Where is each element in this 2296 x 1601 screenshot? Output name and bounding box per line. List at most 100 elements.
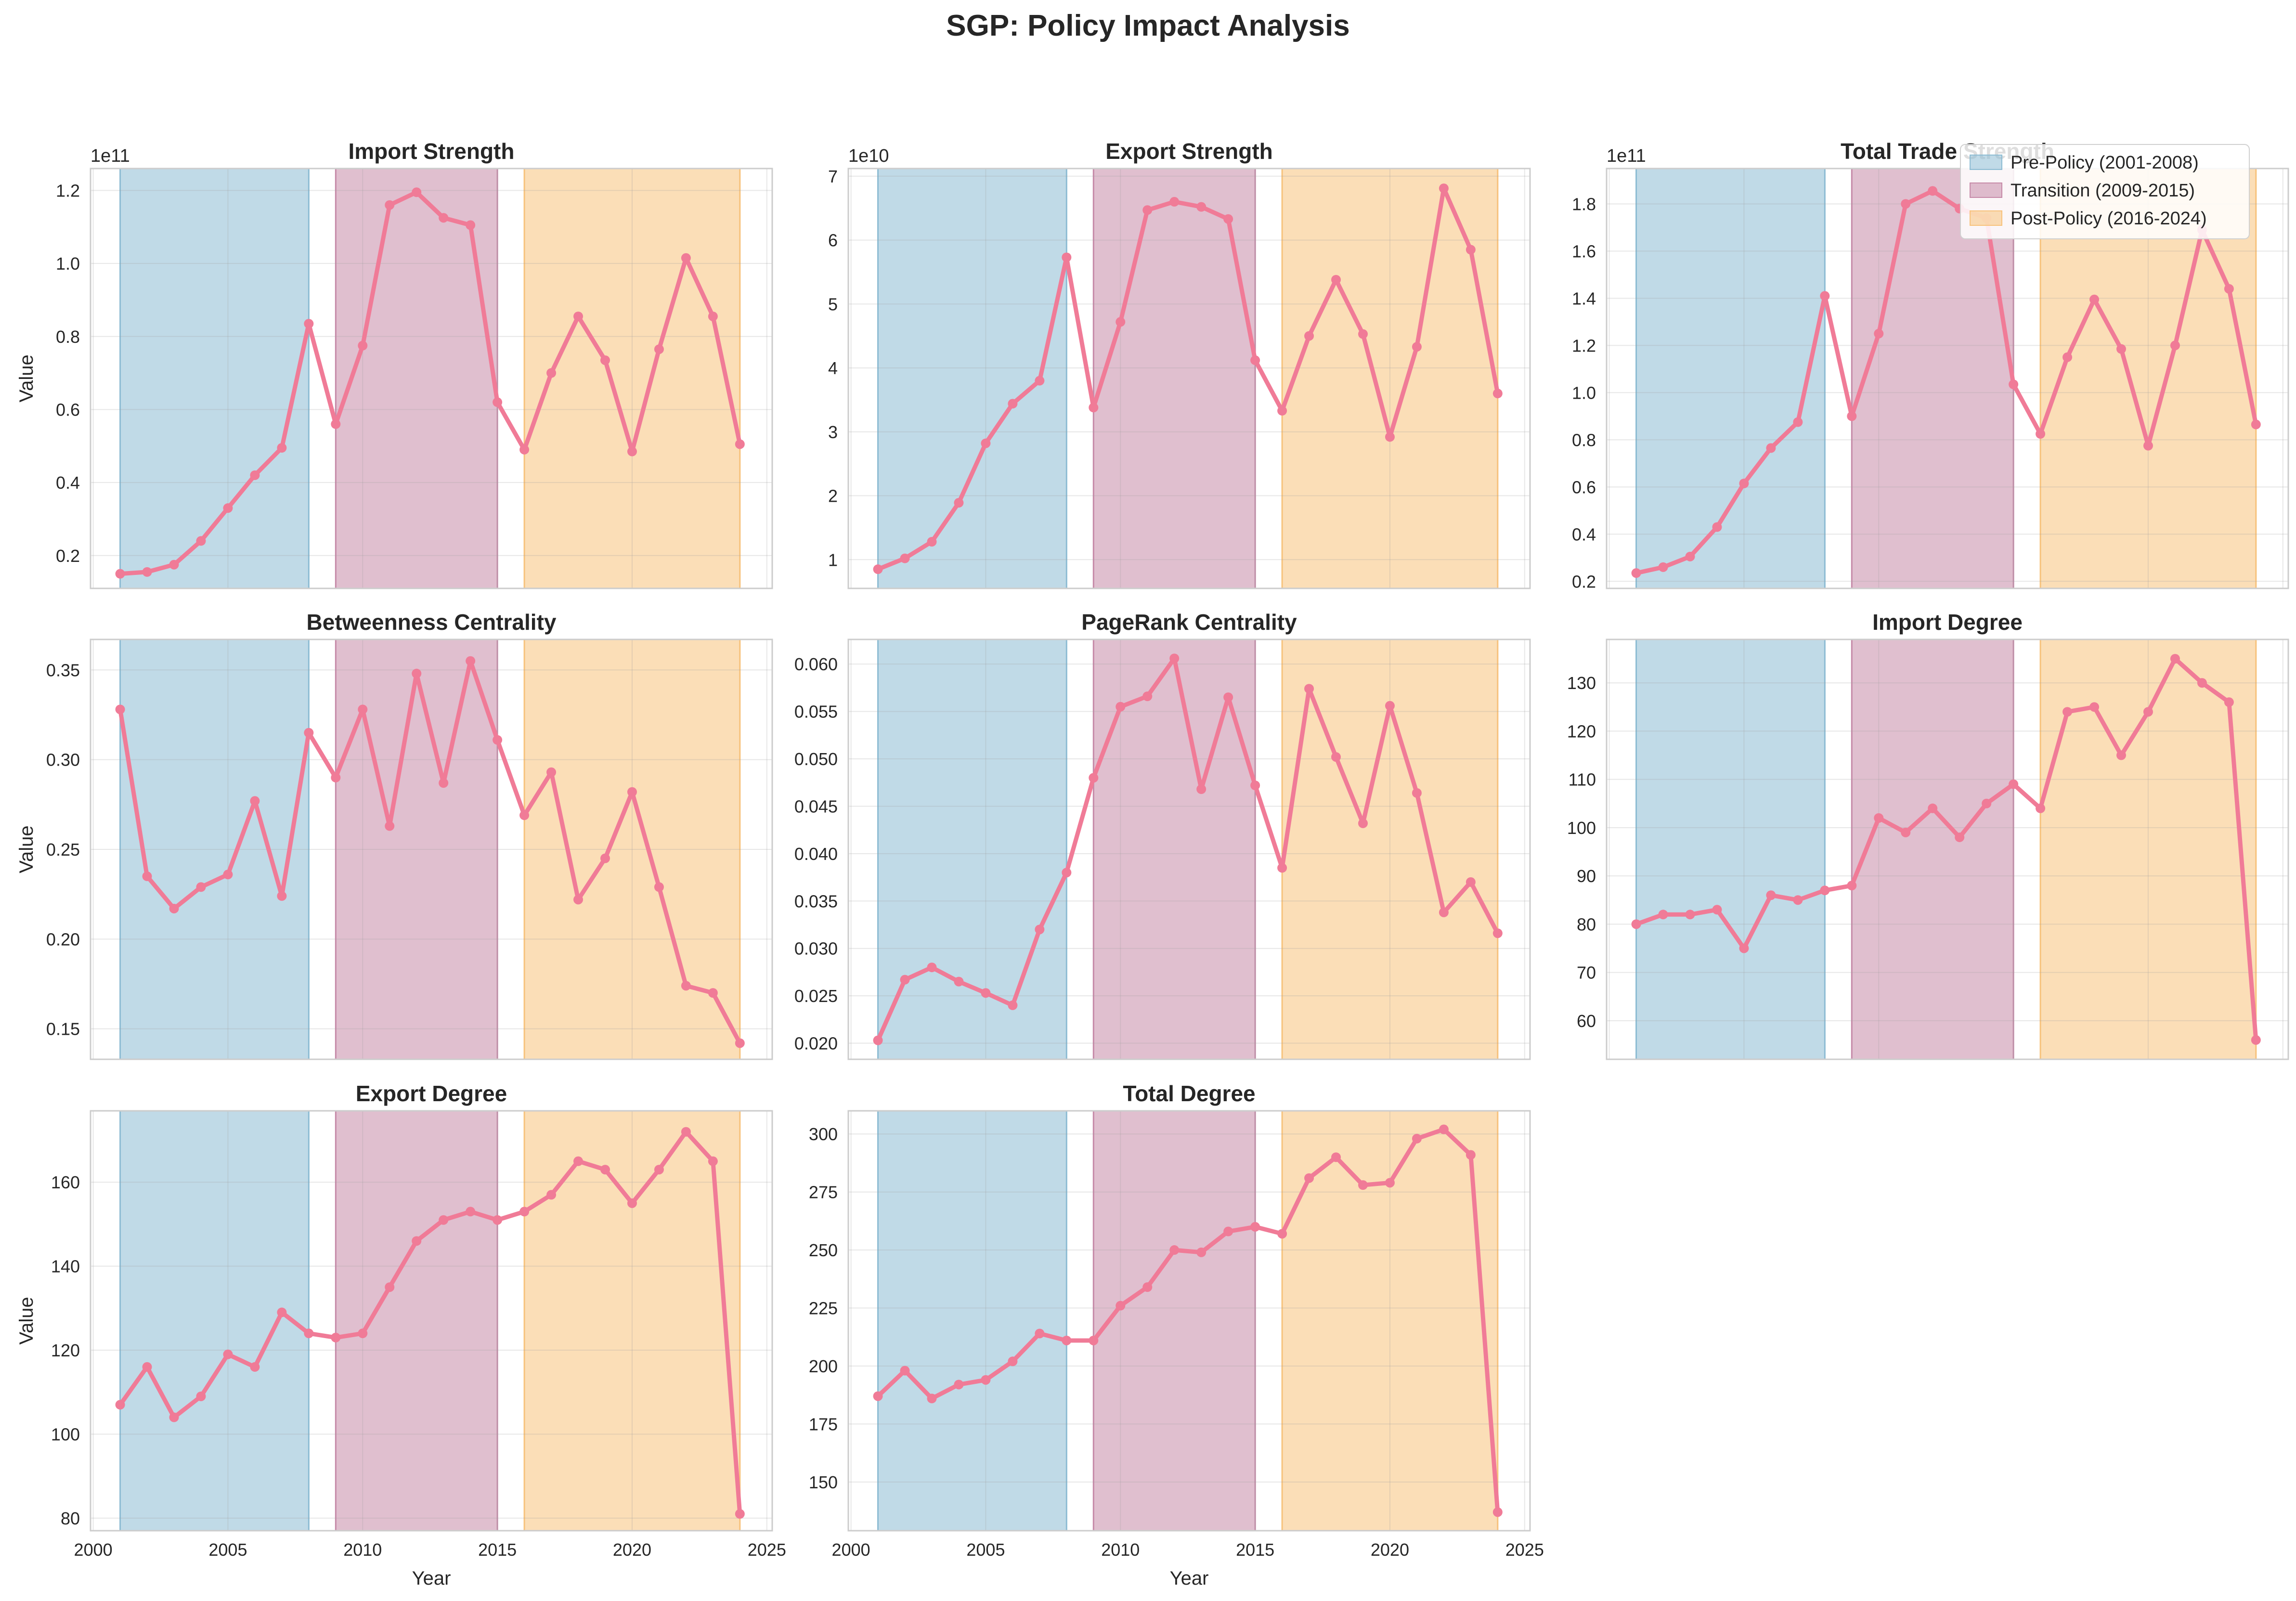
- data-point: [1685, 551, 1695, 561]
- xtick-label: 2005: [208, 1540, 247, 1560]
- legend-swatch-pre: [1970, 155, 2002, 170]
- legend-label-pre: Pre-Policy (2001-2008): [2011, 153, 2199, 173]
- xtick-label: 2000: [74, 1540, 113, 1560]
- ytick-label: 225: [809, 1299, 838, 1318]
- data-point: [1277, 1229, 1287, 1239]
- series-line: [876, 656, 1500, 1043]
- series-line: [118, 1130, 742, 1516]
- data-point: [1385, 701, 1395, 711]
- ytick-label: 0.055: [794, 702, 838, 722]
- xtick-label: 2005: [966, 1540, 1005, 1560]
- data-point: [546, 368, 557, 378]
- data-point: [358, 340, 368, 351]
- data-point: [1304, 331, 1314, 341]
- data-point: [873, 1391, 883, 1401]
- data-point: [546, 1190, 557, 1200]
- data-point: [2197, 678, 2207, 688]
- data-point: [1412, 342, 1422, 352]
- data-point: [1412, 1133, 1422, 1144]
- data-point: [304, 728, 314, 738]
- data-point: [954, 1380, 964, 1390]
- data-point: [981, 438, 991, 448]
- ytick-label: 0.2: [56, 546, 80, 566]
- ytick-label: 60: [1577, 1011, 1596, 1031]
- period-shade-pre: [1635, 638, 1826, 1060]
- data-point: [1358, 1180, 1368, 1190]
- data-point: [573, 1156, 584, 1166]
- data-point: [1062, 868, 1072, 878]
- data-point: [1492, 389, 1503, 399]
- ytick-label: 160: [51, 1172, 80, 1192]
- ytick-label: 250: [809, 1240, 838, 1260]
- data-point: [304, 319, 314, 329]
- data-point: [1223, 1226, 1233, 1237]
- data-point: [412, 668, 422, 678]
- data-point: [439, 1215, 449, 1225]
- data-point: [1739, 943, 1749, 953]
- legend: Pre-Policy (2001-2008) Transition (2009-2…: [1960, 144, 2250, 239]
- xtick-label: 2025: [748, 1540, 786, 1560]
- ytick-label: 0.15: [46, 1019, 80, 1039]
- data-point: [304, 1328, 314, 1339]
- data-point: [735, 439, 745, 449]
- series-line: [876, 186, 1500, 572]
- data-point: [2063, 352, 2073, 362]
- subplot-title: Total Degree: [1123, 1081, 1255, 1106]
- series-line: [118, 190, 742, 576]
- legend-swatch-transition: [1970, 182, 2002, 198]
- data-point: [493, 397, 503, 407]
- subplot-title: Import Strength: [349, 139, 515, 164]
- data-point: [1304, 1173, 1314, 1183]
- data-point: [385, 200, 395, 210]
- data-point: [250, 796, 260, 806]
- data-point: [358, 1328, 368, 1339]
- data-point: [1385, 432, 1395, 442]
- data-point: [735, 1038, 745, 1048]
- period-shade-pre: [877, 1110, 1067, 1532]
- subplot-title: PageRank Centrality: [1081, 610, 1297, 635]
- xtick-label: 2025: [1505, 1540, 1544, 1560]
- x-axis-label: Year: [1170, 1568, 1209, 1589]
- data-point: [331, 1332, 341, 1342]
- period-shade-post: [523, 168, 741, 589]
- xtick-label: 2020: [1371, 1540, 1409, 1560]
- data-point: [2009, 779, 2019, 789]
- ytick-label: 0.2: [1572, 572, 1596, 591]
- data-point: [439, 213, 449, 223]
- offset-label: 1e11: [1607, 146, 1646, 166]
- y-axis-label: Value: [16, 354, 37, 402]
- data-point: [2036, 429, 2046, 439]
- data-point: [708, 988, 718, 998]
- ytick-label: 1.2: [1572, 336, 1596, 355]
- data-point: [1793, 417, 1803, 427]
- data-point: [2143, 707, 2153, 717]
- subplot-title: Betweenness Centrality: [307, 610, 557, 635]
- x-axis-label: Year: [412, 1568, 451, 1589]
- subplot-8: 150 175 200 225 250 275 300 2000 2005 2010 2015 202…: [809, 1081, 1544, 1589]
- data-point: [169, 903, 179, 913]
- series-line: [1634, 656, 2258, 1042]
- data-point: [519, 1207, 530, 1217]
- ytick-label: 1.2: [56, 181, 80, 200]
- data-point: [142, 871, 152, 881]
- ytick-label: 0.025: [794, 986, 838, 1006]
- axes-frame: [1606, 638, 2289, 1060]
- data-point: [2089, 294, 2100, 304]
- data-point: [2143, 441, 2153, 451]
- data-point: [2009, 379, 2019, 390]
- data-point: [654, 344, 664, 354]
- ytick-label: 300: [809, 1124, 838, 1144]
- ytick-label: 0.20: [46, 929, 80, 949]
- data-point: [223, 1349, 233, 1359]
- ytick-label: 275: [809, 1183, 838, 1202]
- data-point: [358, 704, 368, 715]
- data-point: [250, 470, 260, 480]
- period-shade-pre: [119, 1110, 310, 1532]
- ytick-label: 0.035: [794, 891, 838, 911]
- data-point: [1766, 890, 1776, 900]
- data-point: [927, 963, 937, 973]
- data-point: [493, 735, 503, 745]
- ytick-label: 0.060: [794, 654, 838, 674]
- data-point: [1901, 827, 1911, 837]
- data-point: [735, 1509, 745, 1519]
